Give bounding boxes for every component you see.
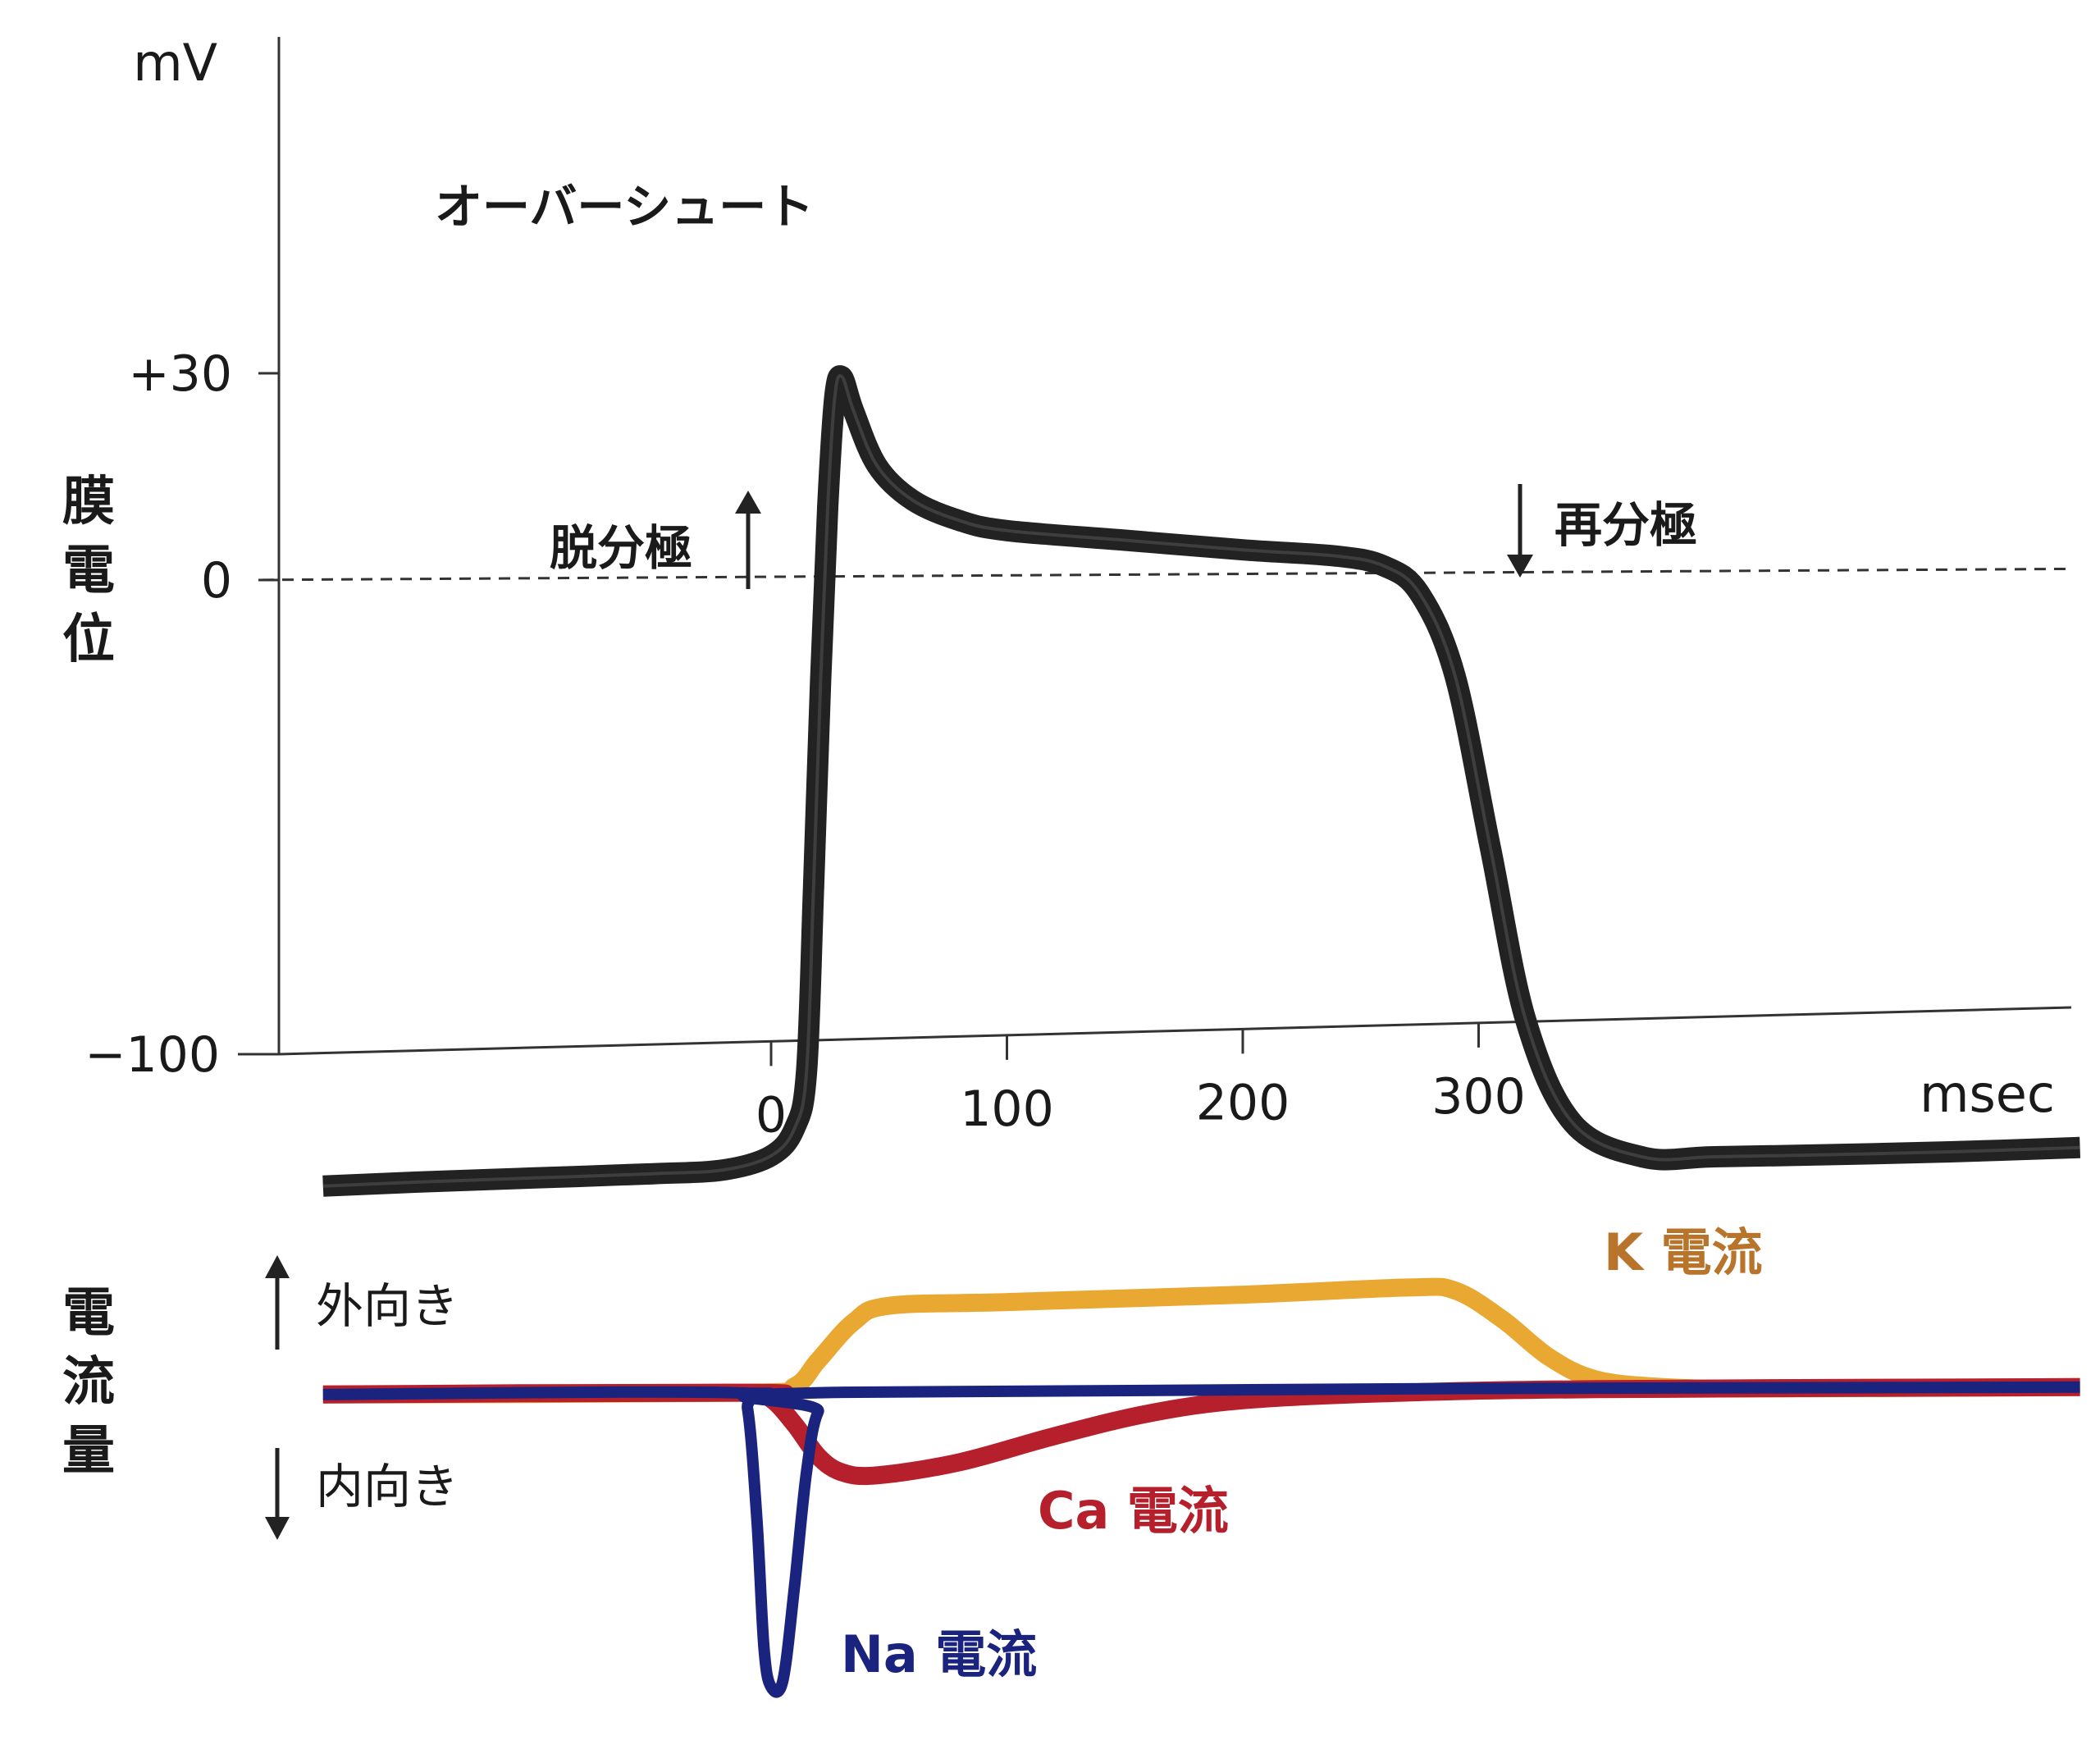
- y-ticks: +30 0 −100: [84, 345, 2072, 1084]
- x-axis: [278, 1006, 2072, 1056]
- y-tick-label: +30: [128, 345, 232, 403]
- x-ticks: 0 100 200 300: [756, 1022, 1526, 1144]
- current-line-3: [322, 1381, 2080, 1698]
- y-axis-title: 膜 電 位: [62, 472, 115, 670]
- current-line-1: [322, 1277, 2080, 1404]
- outward-label: 外向き: [316, 1278, 459, 1334]
- current-title-char-3: 量: [62, 1421, 115, 1482]
- membrane-potential-highlight: [322, 374, 2080, 1188]
- y-tick-label: −100: [84, 1026, 220, 1084]
- depolarization-arrow: [735, 491, 761, 589]
- x-tick-label: 200: [1196, 1074, 1290, 1131]
- current-y-title: 電 流 量: [62, 1283, 115, 1482]
- depolarization-annotation: 脱分極: [550, 520, 692, 576]
- k-current-label: K 電流: [1604, 1222, 1763, 1282]
- repolarization-arrow: [1507, 484, 1533, 578]
- inward-label: 内向き: [316, 1459, 459, 1514]
- current-series-group: [322, 1277, 2080, 1698]
- repolarization-annotation: 再分極: [1554, 497, 1697, 553]
- inward-arrow: [265, 1448, 290, 1540]
- y-unit-label: mV: [133, 33, 217, 93]
- current-line-2: [322, 1377, 2080, 1486]
- x-tick-label: 100: [960, 1080, 1054, 1138]
- y-title-char-2: 電: [62, 541, 115, 601]
- membrane-potential-line: [322, 365, 2081, 1197]
- x-unit-label: msec: [1920, 1064, 2055, 1124]
- y-title-char-3: 位: [62, 610, 115, 670]
- overshoot-annotation: オーバーシュート: [435, 179, 814, 235]
- outward-arrow: [265, 1255, 290, 1350]
- x-tick-label: 300: [1431, 1068, 1526, 1126]
- y-title-char-1: 膜: [62, 472, 115, 532]
- current-title-char-1: 電: [62, 1283, 115, 1344]
- y-tick-label: 0: [201, 552, 232, 610]
- current-title-char-2: 流: [62, 1352, 115, 1413]
- ionic-current-chart: 電 流 量 外向き 内向き K 電流 Ca 電流 Na 電流: [62, 1222, 2080, 1698]
- na-current-label: Na 電流: [841, 1624, 1037, 1684]
- potential-series-group: [322, 365, 2081, 1197]
- membrane-potential-chart: mV +30 0 −100 0 100 200 300 msec 膜 電 位 オーバーシュ…: [62, 33, 2081, 1197]
- zero-reference-line: [262, 567, 2072, 582]
- ca-current-label: Ca 電流: [1038, 1481, 1229, 1541]
